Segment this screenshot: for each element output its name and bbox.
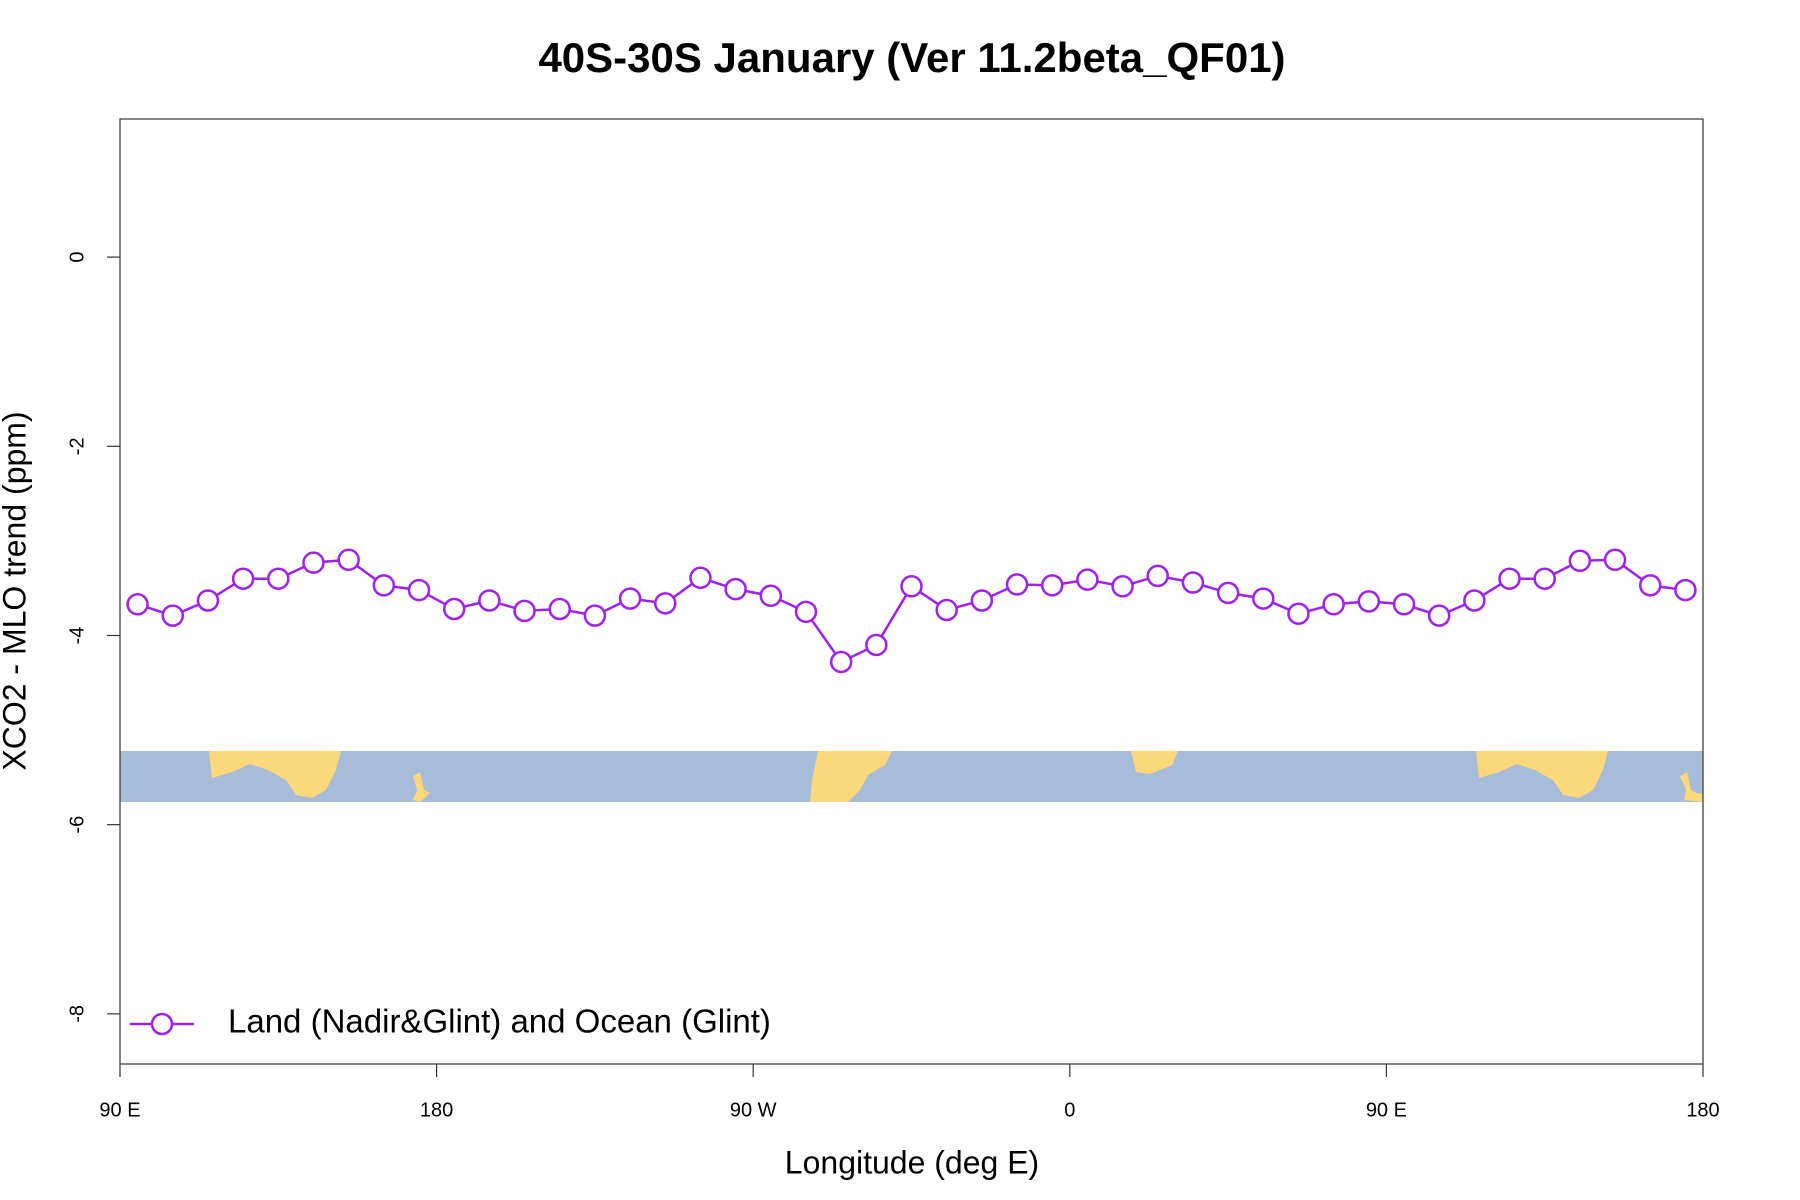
land [810,751,892,802]
point [1463,589,1486,612]
y-axis-label: XCO2 - MLO trend (ppm) [0,411,32,770]
point [794,600,818,624]
legend-label: Land (Nadir&Glint) and Ocean (Glint) [228,1003,771,1040]
y-tick-label: -6 [66,816,88,834]
point [231,567,255,590]
x-tick-label: 180 [420,1099,453,1121]
y-tick-label: -8 [66,1005,88,1023]
point [337,548,360,572]
point [618,587,642,610]
point [548,597,571,621]
x-tick-label: 180 [1686,1099,1719,1121]
point [829,650,853,674]
point [302,551,325,574]
point [1287,602,1310,625]
point [1005,573,1029,596]
point [1533,567,1556,590]
point [161,604,185,627]
point [126,593,149,616]
point [970,589,994,612]
point [1357,590,1381,613]
x-tick-label: 90 W [730,1099,777,1121]
point [513,599,536,623]
point [654,592,677,615]
y-tick-label: -2 [66,437,88,455]
point [442,597,466,621]
land [209,751,341,798]
point [267,567,290,590]
chart-title: 40S-30S January (Ver 11.2beta_QF01) [538,34,1285,81]
point [689,566,712,590]
land [1680,772,1703,802]
point [1392,593,1416,616]
land [1476,751,1608,798]
point [478,589,501,612]
point [724,577,747,601]
point [372,574,396,597]
map-strip [120,751,1703,802]
point [1040,574,1064,597]
point [1427,604,1451,627]
point [1674,578,1697,602]
point [196,589,220,612]
x-tick-label: 0 [1064,1099,1075,1121]
legend-marker [150,1012,174,1036]
point [1216,581,1240,605]
y-tick-label: -4 [66,627,88,645]
point [1252,587,1275,610]
point [1146,564,1169,588]
point [1568,549,1592,573]
x-tick-label: 90 E [99,1099,140,1121]
land [1131,751,1178,774]
point [1638,574,1662,597]
x-axis-label: Longitude (deg E) [785,1144,1039,1180]
point [865,633,888,657]
plot-frame [119,118,1704,1065]
point [1181,571,1205,594]
point [1111,575,1134,598]
point [1076,568,1099,591]
point [1322,593,1345,616]
x-tick-label: 90 E [1366,1099,1407,1121]
point [759,584,783,608]
point [900,575,923,598]
point [407,578,431,602]
point [935,598,958,622]
point [583,604,607,627]
point [1603,548,1627,572]
land [413,772,430,802]
point [1498,567,1521,590]
y-tick-label: 0 [66,252,88,263]
ocean [120,751,1703,802]
